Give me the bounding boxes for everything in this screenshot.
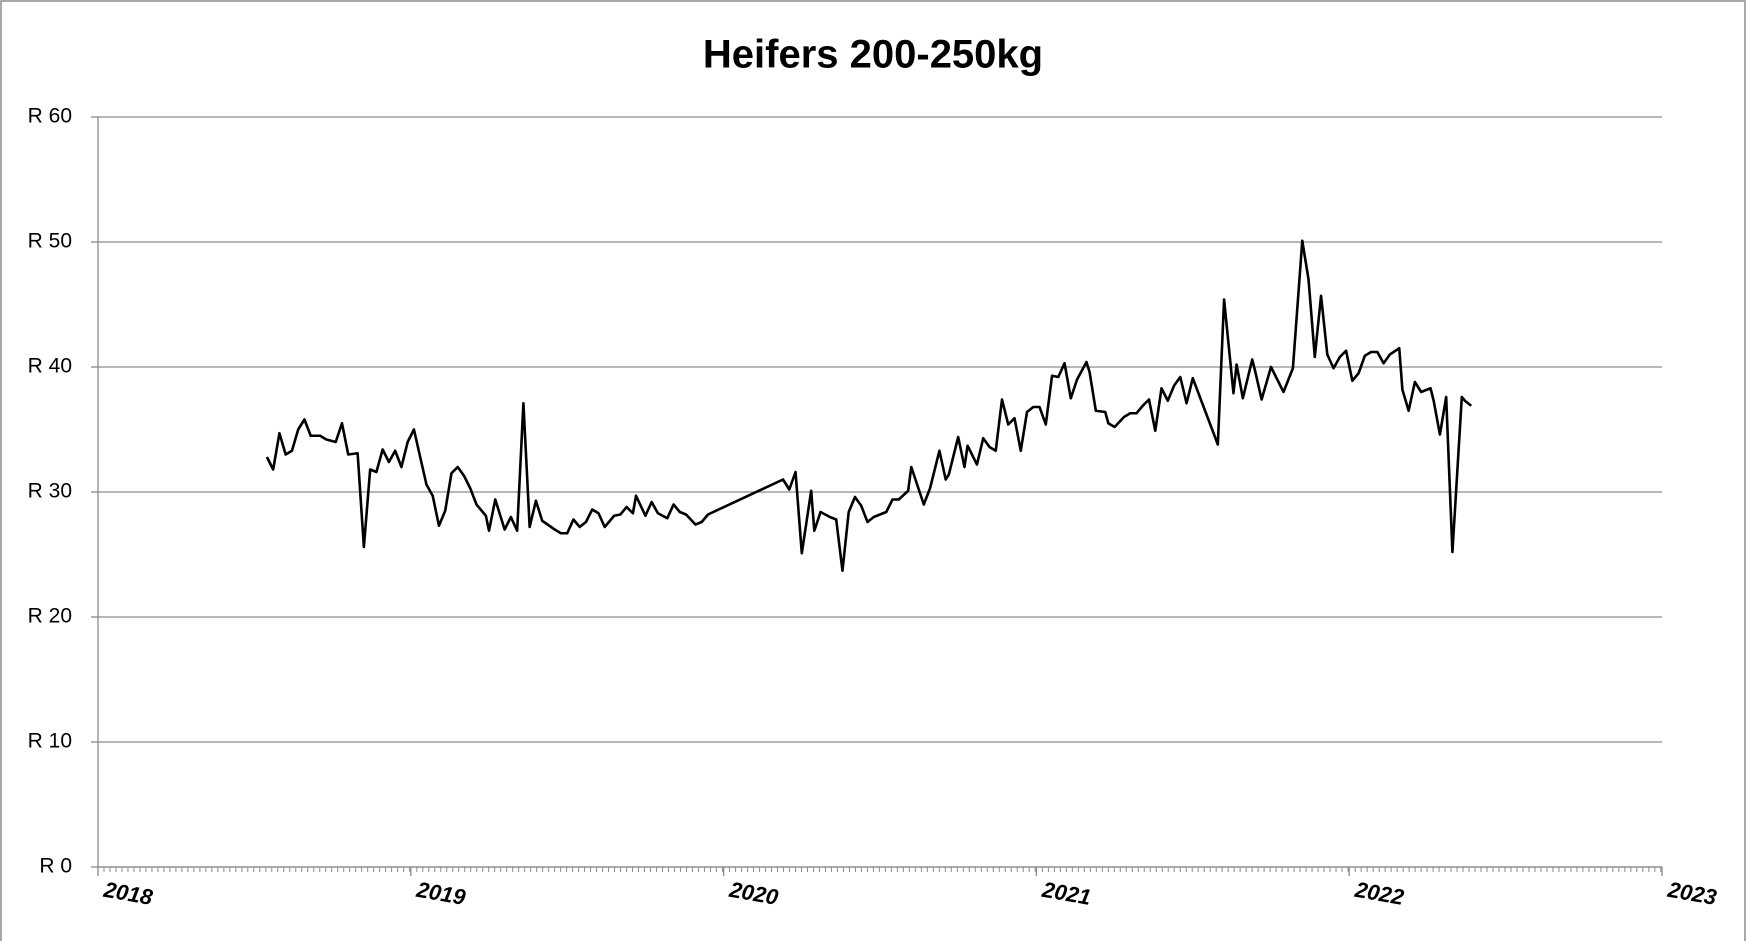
y-tick-label: R 30 <box>28 480 72 503</box>
y-tick-label: R 10 <box>28 730 72 753</box>
y-tick-label: R 0 <box>39 855 72 878</box>
y-tick-label: R 20 <box>28 605 72 628</box>
y-tick-label: R 50 <box>28 230 72 253</box>
chart-title: Heifers 200-250kg <box>703 33 1043 77</box>
y-tick-label: R 60 <box>28 105 72 128</box>
price-line <box>265 239 1473 573</box>
y-tick-label: R 40 <box>28 355 72 378</box>
